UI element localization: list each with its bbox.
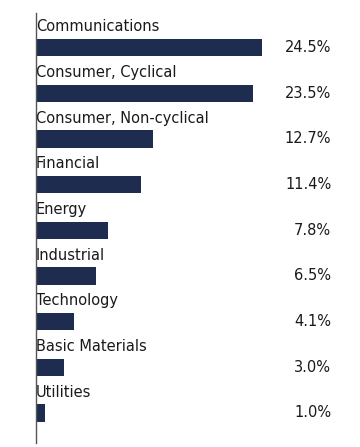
Bar bbox=[36, 358, 64, 376]
Text: Utilities: Utilities bbox=[36, 384, 91, 400]
Text: Basic Materials: Basic Materials bbox=[36, 339, 147, 354]
Text: 11.4%: 11.4% bbox=[285, 177, 331, 192]
Text: 24.5%: 24.5% bbox=[285, 40, 331, 55]
Bar bbox=[36, 313, 74, 330]
Text: 4.1%: 4.1% bbox=[294, 314, 331, 329]
Text: Communications: Communications bbox=[36, 19, 159, 34]
Text: 1.0%: 1.0% bbox=[294, 405, 331, 420]
Text: Financial: Financial bbox=[36, 156, 100, 171]
Bar bbox=[36, 176, 141, 193]
Text: Energy: Energy bbox=[36, 202, 87, 217]
Text: Industrial: Industrial bbox=[36, 248, 105, 263]
Text: 6.5%: 6.5% bbox=[294, 268, 331, 283]
Bar bbox=[36, 267, 96, 285]
Text: 7.8%: 7.8% bbox=[294, 223, 331, 238]
Text: 3.0%: 3.0% bbox=[294, 360, 331, 375]
Text: Consumer, Cyclical: Consumer, Cyclical bbox=[36, 65, 176, 80]
Bar bbox=[36, 84, 253, 102]
Text: 23.5%: 23.5% bbox=[285, 86, 331, 101]
Text: Consumer, Non-cyclical: Consumer, Non-cyclical bbox=[36, 111, 209, 126]
Text: 12.7%: 12.7% bbox=[285, 131, 331, 147]
Text: Technology: Technology bbox=[36, 293, 118, 308]
Bar bbox=[36, 39, 262, 56]
Bar bbox=[36, 222, 108, 239]
Bar bbox=[36, 404, 45, 422]
Bar bbox=[36, 130, 153, 148]
